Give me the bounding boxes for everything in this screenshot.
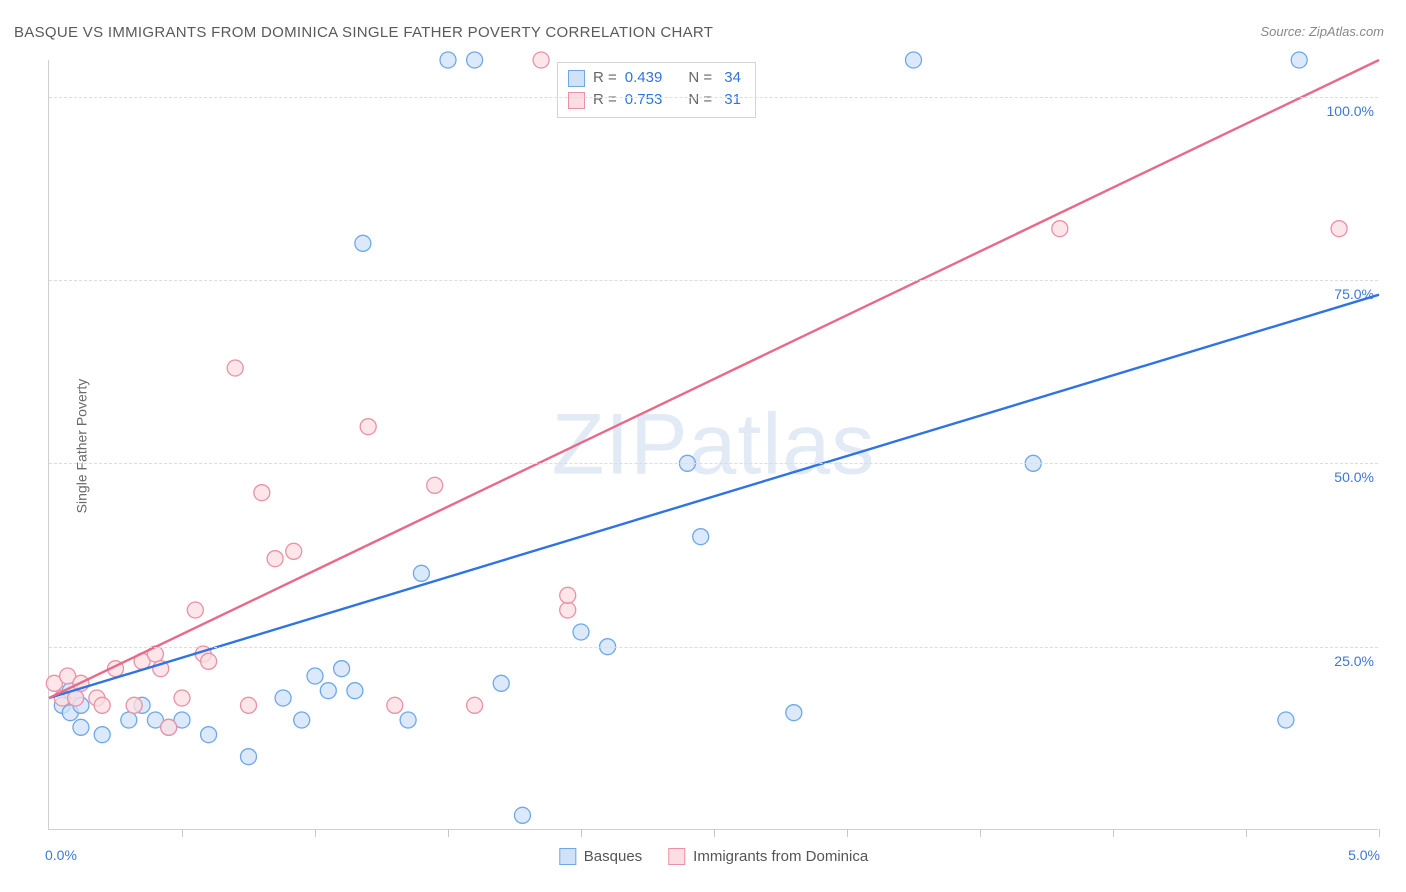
x-tick (1246, 829, 1247, 837)
x-tick (847, 829, 848, 837)
scatter-point (334, 661, 350, 677)
scatter-point (126, 697, 142, 713)
stat-n-label: N = (688, 67, 712, 89)
scatter-point (1052, 221, 1068, 237)
stat-n-value: 31 (720, 89, 741, 111)
scatter-point (560, 587, 576, 603)
scatter-point (347, 683, 363, 699)
scatter-point (275, 690, 291, 706)
stat-r-label: R = (593, 67, 617, 89)
scatter-point (201, 653, 217, 669)
scatter-point (307, 668, 323, 684)
x-tick (581, 829, 582, 837)
x-tick (714, 829, 715, 837)
scatter-point (906, 52, 922, 68)
scatter-point (254, 485, 270, 501)
scatter-point (241, 697, 257, 713)
scatter-point (174, 690, 190, 706)
scatter-point (360, 419, 376, 435)
scatter-point (533, 52, 549, 68)
scatter-point (786, 705, 802, 721)
legend-swatch (568, 92, 585, 109)
scatter-point (493, 675, 509, 691)
scatter-point (693, 529, 709, 545)
stat-r-label: R = (593, 89, 617, 111)
stats-row: R = 0.439 N = 34 (568, 67, 741, 89)
scatter-point (320, 683, 336, 699)
legend-swatch (668, 848, 685, 865)
scatter-point (286, 543, 302, 559)
legend-item: Basques (559, 848, 642, 865)
scatter-point (440, 52, 456, 68)
scatter-point (241, 749, 257, 765)
legend-item: Immigrants from Dominica (668, 848, 868, 865)
trend-line (49, 295, 1379, 698)
x-tick (1379, 829, 1380, 837)
x-tick-label: 0.0% (45, 847, 77, 863)
x-tick (448, 829, 449, 837)
scatter-point (161, 719, 177, 735)
legend-swatch (568, 70, 585, 87)
scatter-point (387, 697, 403, 713)
gridline-h (49, 463, 1378, 464)
scatter-point (514, 807, 530, 823)
scatter-point (94, 727, 110, 743)
scatter-point (121, 712, 137, 728)
scatter-point (1278, 712, 1294, 728)
scatter-point (201, 727, 217, 743)
scatter-point (413, 565, 429, 581)
stat-r-value: 0.753 (625, 89, 663, 111)
x-tick (1113, 829, 1114, 837)
scatter-point (560, 602, 576, 618)
scatter-point (355, 235, 371, 251)
gridline-h (49, 280, 1378, 281)
stat-n-value: 34 (720, 67, 741, 89)
stat-r-value: 0.439 (625, 67, 663, 89)
scatter-point (467, 697, 483, 713)
x-tick (315, 829, 316, 837)
scatter-point (94, 697, 110, 713)
y-tick-label: 100.0% (1327, 103, 1380, 119)
scatter-point (73, 719, 89, 735)
scatter-point (294, 712, 310, 728)
x-tick (980, 829, 981, 837)
scatter-point (573, 624, 589, 640)
stat-n-label: N = (688, 89, 712, 111)
scatter-point (1291, 52, 1307, 68)
x-tick (182, 829, 183, 837)
page-title: BASQUE VS IMMIGRANTS FROM DOMINICA SINGL… (14, 24, 713, 41)
legend-swatch (559, 848, 576, 865)
scatter-point (400, 712, 416, 728)
chart-svg (49, 60, 1378, 829)
correlation-stats-box: R = 0.439 N = 34 R = 0.753 N = 31 (557, 62, 756, 118)
y-tick-label: 25.0% (1334, 653, 1380, 669)
legend-label: Immigrants from Dominica (693, 848, 868, 865)
y-tick-label: 75.0% (1334, 286, 1380, 302)
legend-bottom: Basques Immigrants from Dominica (559, 848, 868, 865)
scatter-point (227, 360, 243, 376)
scatter-point (467, 52, 483, 68)
scatter-plot: ZIPatlas R = 0.439N = 34R = 0.753N = 31 … (48, 60, 1378, 830)
y-tick-label: 50.0% (1334, 469, 1380, 485)
trend-line (49, 60, 1379, 698)
scatter-point (1331, 221, 1347, 237)
scatter-point (427, 477, 443, 493)
gridline-h (49, 647, 1378, 648)
x-tick-label: 5.0% (1348, 847, 1380, 863)
gridline-h (49, 97, 1378, 98)
stats-row: R = 0.753 N = 31 (568, 89, 741, 111)
scatter-point (187, 602, 203, 618)
legend-label: Basques (584, 848, 642, 865)
scatter-point (267, 551, 283, 567)
source-attribution: Source: ZipAtlas.com (1260, 24, 1384, 39)
